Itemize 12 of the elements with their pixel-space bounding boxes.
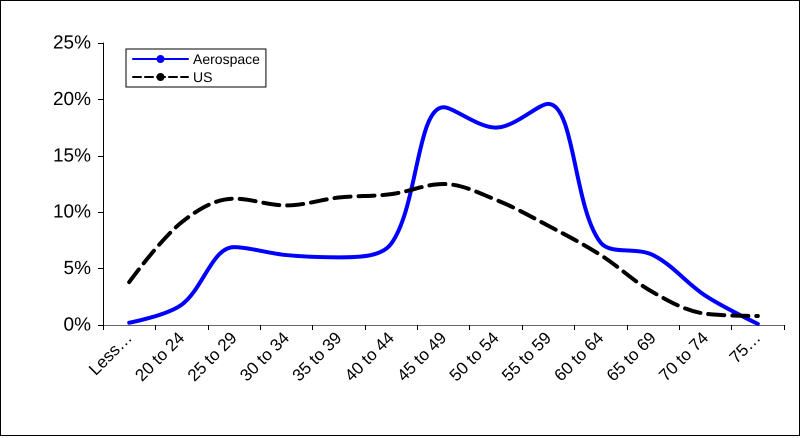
y-tick-label: 10%: [52, 202, 92, 223]
x-tick-label: 70 to 74: [655, 328, 712, 386]
legend-label: US: [193, 69, 212, 85]
legend-label: Aerospace: [193, 51, 260, 67]
x-tick-label: 75…: [726, 328, 765, 368]
y-tick-label: 20%: [52, 88, 92, 110]
y-tick-label: 0%: [64, 314, 92, 336]
line-series: [127, 102, 760, 326]
y-tick-label: 5%: [64, 258, 92, 280]
line-series: [127, 182, 760, 318]
y-tick-label: 15%: [52, 145, 92, 166]
y-tick-label: 25%: [52, 32, 92, 54]
